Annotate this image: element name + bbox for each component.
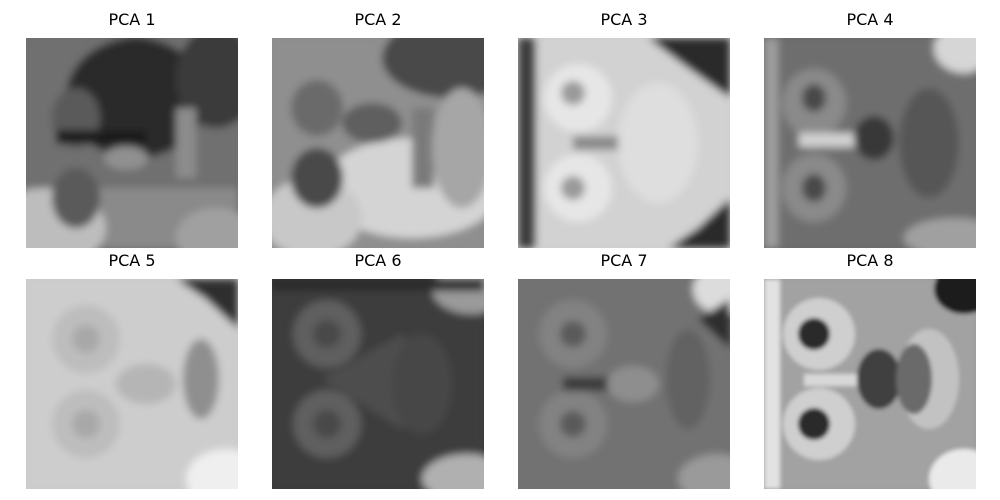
panel-4: PCA 4 xyxy=(764,5,976,245)
eigenface-image xyxy=(518,38,730,248)
eigenface-image xyxy=(26,38,238,248)
eigenface-image xyxy=(272,38,484,248)
panel-5: PCA 5 xyxy=(26,246,238,486)
panel-8: PCA 8 xyxy=(764,246,976,486)
panel-title: PCA 8 xyxy=(764,246,976,276)
panel-title: PCA 5 xyxy=(26,246,238,276)
eigenface-image xyxy=(764,279,976,489)
panel-title: PCA 6 xyxy=(272,246,484,276)
eigenface-image xyxy=(518,279,730,489)
panel-title: PCA 7 xyxy=(518,246,730,276)
panel-title: PCA 3 xyxy=(518,5,730,35)
panel-1: PCA 1 xyxy=(26,5,238,245)
panel-title: PCA 4 xyxy=(764,5,976,35)
panel-title: PCA 1 xyxy=(26,5,238,35)
eigenface-image xyxy=(272,279,484,489)
panel-2: PCA 2 xyxy=(272,5,484,245)
eigenface-image xyxy=(764,38,976,248)
panel-7: PCA 7 xyxy=(518,246,730,486)
eigenface-image xyxy=(26,279,238,489)
panel-6: PCA 6 xyxy=(272,246,484,486)
panel-title: PCA 2 xyxy=(272,5,484,35)
panel-3: PCA 3 xyxy=(518,5,730,245)
